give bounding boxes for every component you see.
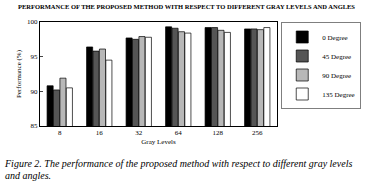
svg-text:0 Degree: 0 Degree: [322, 34, 347, 42]
svg-text:8: 8: [58, 129, 62, 137]
svg-text:128: 128: [213, 129, 224, 137]
svg-text:100: 100: [27, 18, 38, 26]
svg-text:16: 16: [96, 129, 104, 137]
svg-text:45 Degree: 45 Degree: [322, 53, 351, 61]
svg-text:135 Degree: 135 Degree: [322, 91, 354, 99]
svg-text:90 Degree: 90 Degree: [322, 72, 351, 80]
svg-text:90: 90: [31, 88, 39, 96]
svg-text:Gray Levels: Gray Levels: [141, 138, 176, 146]
svg-text:95: 95: [31, 53, 39, 61]
svg-text:256: 256: [252, 129, 263, 137]
svg-text:PERFORMANCE OF THE PROPOSED ME: PERFORMANCE OF THE PROPOSED METHOD WITH …: [18, 3, 355, 10]
svg-text:85: 85: [31, 122, 39, 130]
svg-text:Performance (%): Performance (%): [15, 49, 23, 98]
svg-text:64: 64: [175, 129, 183, 137]
html-text:Figure 2. The performance of t: Figure 2. The performance of the propose…: [5, 158, 353, 181]
svg-text:32: 32: [135, 129, 143, 137]
